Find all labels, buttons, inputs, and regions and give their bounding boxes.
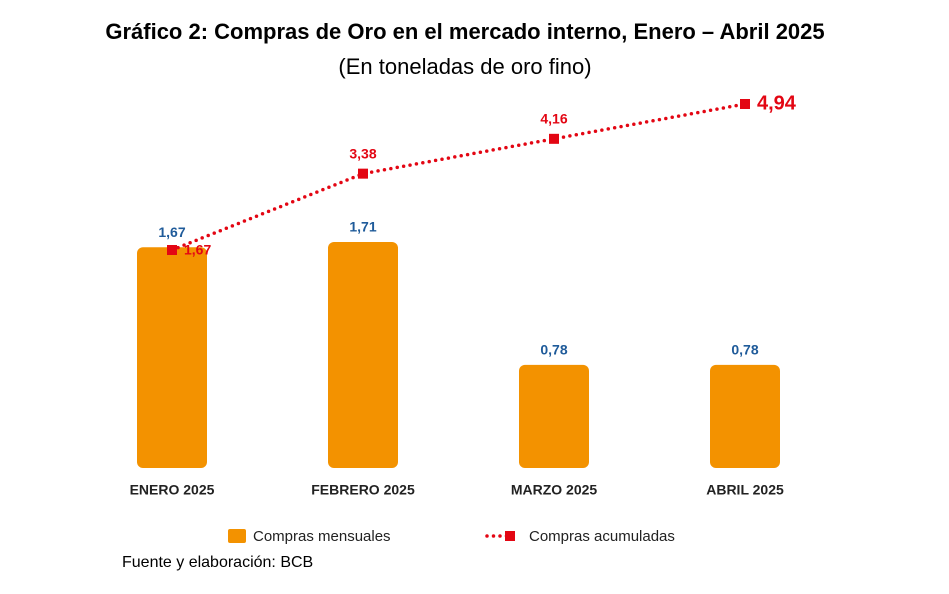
bar: [328, 242, 398, 468]
chart-subtitle: (En toneladas de oro fino): [338, 54, 591, 79]
bar: [519, 364, 589, 468]
bar-value-label: 0,78: [540, 342, 567, 358]
line-value-label: 4,94: [757, 92, 797, 114]
bar: [710, 364, 780, 468]
legend-swatch: [505, 531, 515, 541]
x-tick-label: ABRIL 2025: [706, 482, 784, 498]
line: [170, 102, 747, 252]
chart-title: Gráfico 2: Compras de Oro en el mercado …: [105, 19, 824, 44]
line-value-label: 1,67: [184, 242, 211, 258]
legend-swatch: [228, 529, 246, 543]
legend-label: Compras acumuladas: [529, 528, 675, 545]
bar-value-label: 0,78: [731, 342, 758, 358]
line-marker: [740, 99, 750, 109]
legend-label: Compras mensuales: [253, 528, 391, 545]
line-marker: [167, 245, 177, 255]
x-tick-label: ENERO 2025: [130, 482, 215, 498]
bar: [137, 247, 207, 468]
bar-value-label: 1,71: [349, 219, 376, 235]
line-value-label: 3,38: [349, 145, 376, 161]
line-marker: [549, 133, 559, 144]
line-value-label: 4,16: [540, 111, 567, 127]
bar-value-label: 1,67: [158, 224, 185, 240]
source-note: Fuente y elaboración: BCB: [122, 554, 313, 571]
x-tick-label: MARZO 2025: [511, 482, 598, 498]
line-marker: [358, 168, 368, 179]
x-tick-label: FEBRERO 2025: [311, 482, 415, 498]
